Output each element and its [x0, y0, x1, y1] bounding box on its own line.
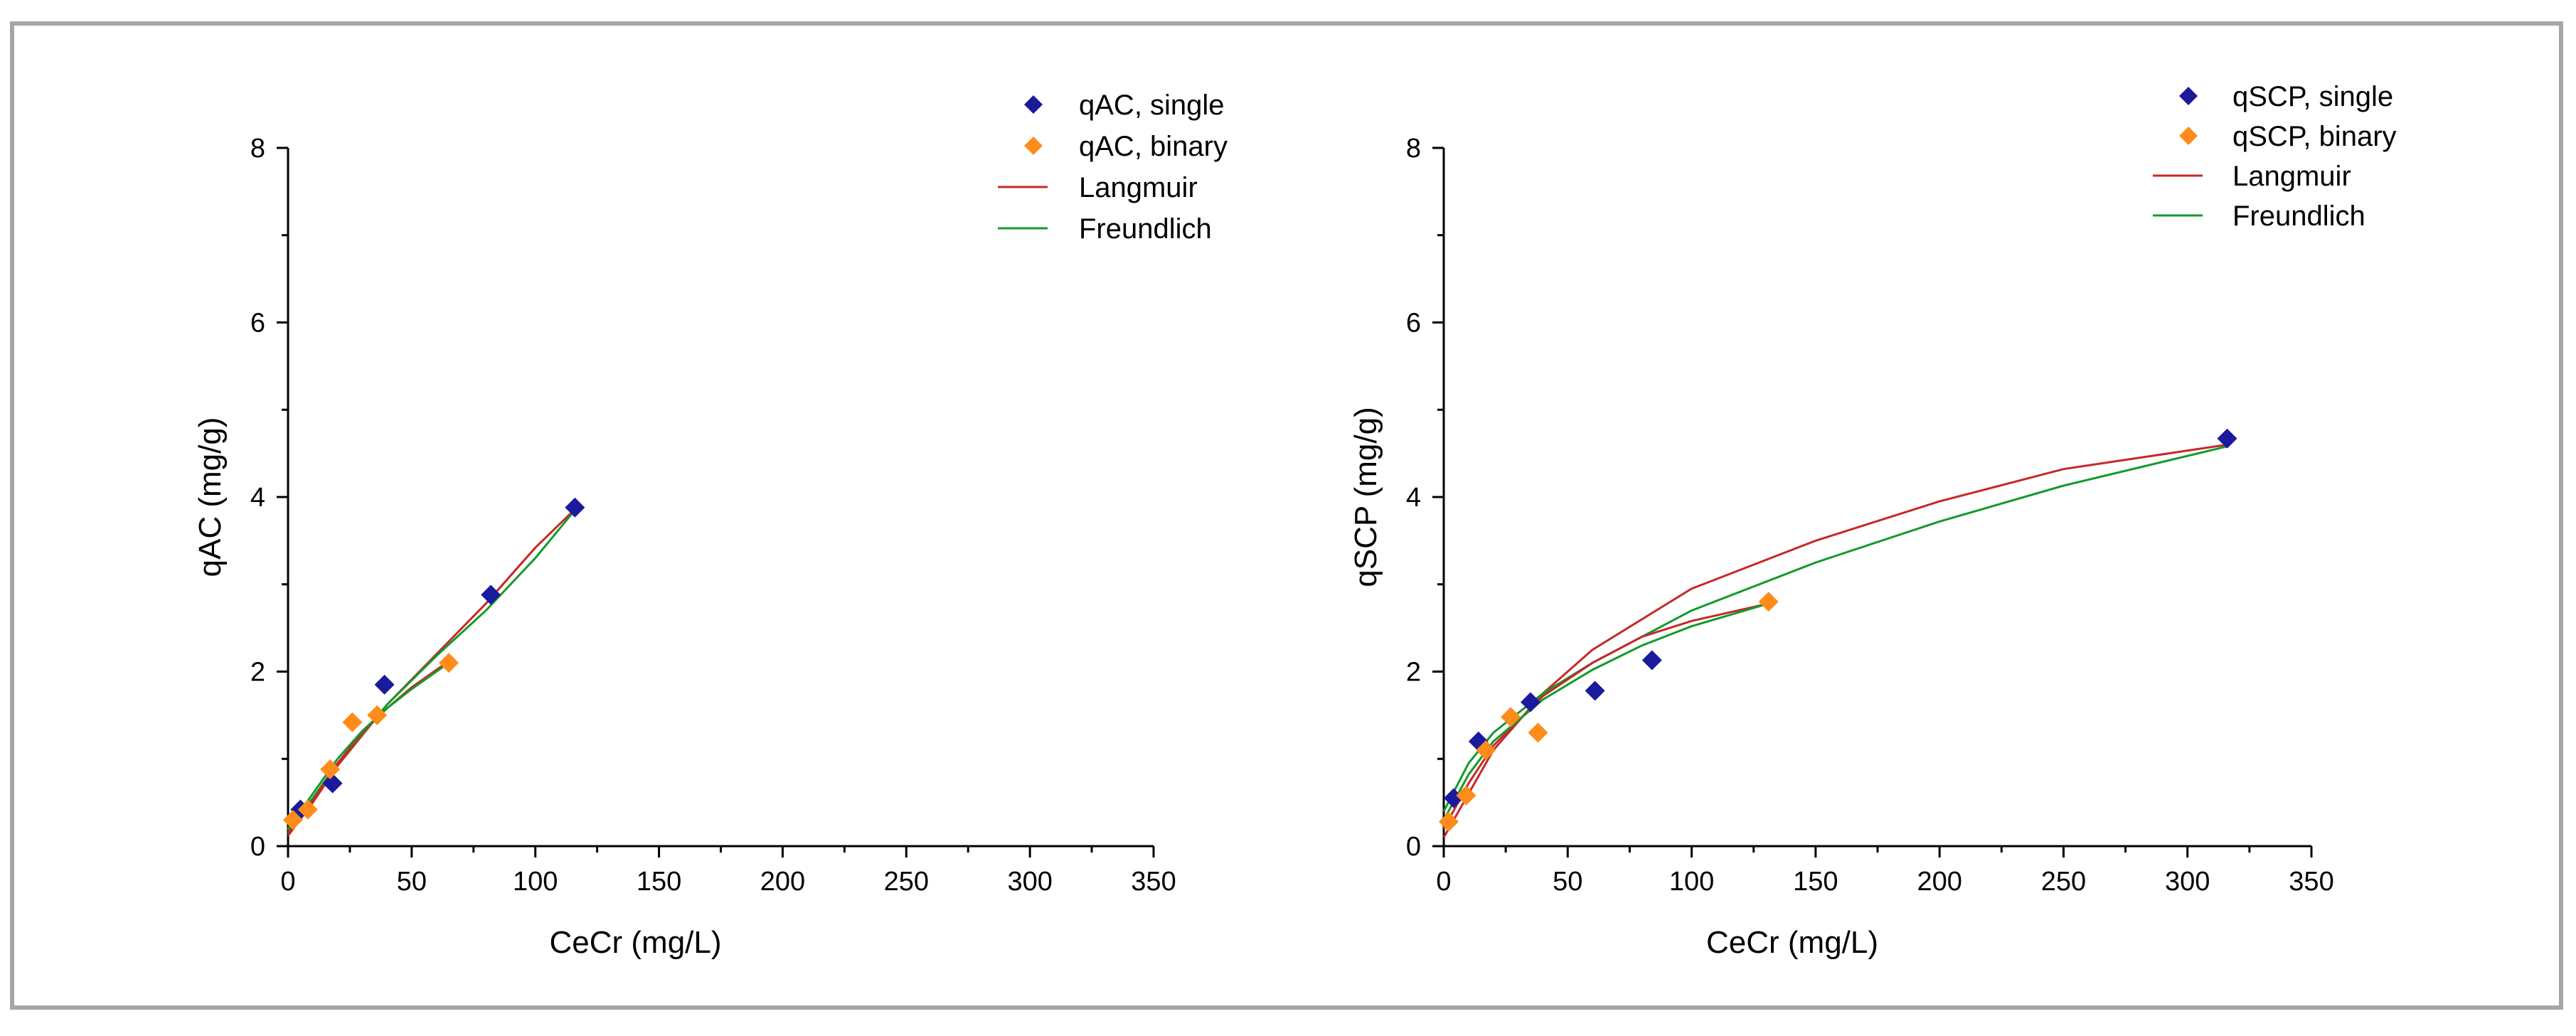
data-point-binary	[1528, 722, 1548, 743]
x-tick-label: 0	[280, 867, 295, 897]
curve-freundlich-binary	[1442, 602, 1769, 821]
figure-frame	[10, 21, 2563, 1010]
y-tick-label: 6	[250, 309, 265, 338]
x-tick-label: 200	[760, 867, 805, 897]
curve-langmuir-binary	[287, 660, 449, 834]
data-point-single	[2217, 428, 2237, 449]
data-point-binary	[1758, 592, 1779, 612]
x-tick-label: 250	[2041, 867, 2086, 897]
x-tick-label: 300	[2165, 867, 2210, 897]
data-point-single	[1585, 680, 1605, 701]
data-point-single	[322, 773, 343, 794]
x-tick-label: 250	[884, 867, 929, 897]
curve-freundlich-single	[1442, 445, 2228, 812]
data-point-binary	[1501, 707, 1521, 727]
chart-panel-2: 0 50 100 150 200 250 300 350 0 2 4 6 8 CeCr (mg/L) qSC…	[1348, 81, 2397, 960]
legend-label: Langmuir	[2232, 161, 2351, 192]
x-tick-label: 350	[2289, 867, 2333, 897]
x-tick-label: 350	[1131, 867, 1176, 897]
y-tick-label: 8	[1406, 134, 1421, 164]
y-axis-title: qAC (mg/g)	[193, 417, 228, 577]
data-point-binary	[1456, 785, 1476, 806]
y-tick-label: 4	[1406, 483, 1421, 513]
x-tick-label: 150	[1793, 867, 1838, 897]
x-tick-label: 100	[513, 867, 558, 897]
data-point-single	[565, 497, 585, 518]
x-tick-label: 300	[1007, 867, 1052, 897]
x-tick-label: 0	[1436, 867, 1451, 897]
data-point-binary	[320, 759, 341, 779]
legend-label: Freundlich	[1079, 213, 1212, 245]
curve-langmuir-binary	[1442, 602, 1769, 830]
y-tick-label: 6	[1406, 309, 1421, 338]
data-point-binary	[1438, 811, 1459, 832]
legend-marker-binary	[2179, 127, 2198, 145]
x-axis-title: CeCr (mg/L)	[549, 925, 721, 960]
data-point-single	[374, 674, 395, 695]
x-axis-title: CeCr (mg/L)	[1706, 925, 1878, 960]
legend-marker-single	[2179, 87, 2198, 105]
curve-freundlich-single	[287, 509, 576, 831]
legend-label: Langmuir	[1079, 172, 1198, 203]
y-tick-label: 2	[1406, 658, 1421, 688]
y-axis-title: qSCP (mg/g)	[1348, 407, 1383, 587]
x-tick-label: 50	[397, 867, 427, 897]
chart-panel-1: 0 50 100 150 200 250 300 350 0 2 4 6 8 CeCr (mg/L) qAC…	[193, 90, 1228, 960]
data-point-binary	[1476, 739, 1496, 760]
curve-freundlich-binary	[287, 661, 449, 830]
y-tick-label: 4	[250, 483, 265, 513]
data-point-single	[481, 584, 501, 605]
data-point-binary	[367, 705, 388, 725]
legend-label: qSCP, single	[2232, 81, 2393, 112]
data-point-binary	[297, 799, 318, 820]
x-tick-label: 100	[1669, 867, 1714, 897]
data-point-binary	[282, 810, 303, 831]
y-tick-label: 0	[250, 832, 265, 862]
data-point-binary	[439, 653, 459, 673]
y-tick-label: 2	[250, 658, 265, 688]
data-point-single	[1641, 650, 1662, 671]
x-tick-label: 50	[1553, 867, 1582, 897]
legend-label: qAC, binary	[1079, 131, 1228, 162]
y-tick-label: 0	[1406, 832, 1421, 862]
legend-label: qSCP, binary	[2232, 121, 2397, 152]
legend-label: qAC, single	[1079, 90, 1225, 121]
data-point-binary	[342, 712, 363, 732]
legend: qAC, single qAC, binary Langmuir Freundlich	[998, 90, 1228, 245]
curve-langmuir-single	[1442, 443, 2228, 838]
legend-label: Freundlich	[2232, 201, 2365, 232]
legend-marker-single	[1024, 95, 1043, 114]
x-tick-label: 150	[637, 867, 681, 897]
y-tick-label: 8	[250, 134, 265, 164]
data-point-single	[1521, 692, 1540, 712]
x-tick-label: 200	[1917, 867, 1962, 897]
legend-marker-binary	[1024, 137, 1043, 155]
legend: qSCP, single qSCP, binary Langmuir Freundli…	[2153, 81, 2397, 232]
